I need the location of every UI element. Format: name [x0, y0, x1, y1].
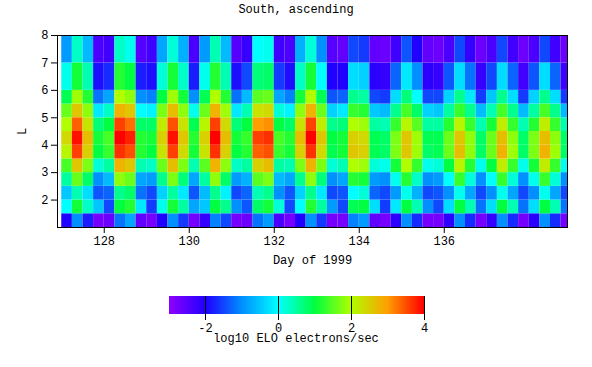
svg-text:134: 134 — [348, 235, 370, 249]
svg-text:5: 5 — [41, 112, 48, 126]
svg-text:132: 132 — [263, 235, 285, 249]
svg-text:128: 128 — [93, 235, 115, 249]
svg-text:7: 7 — [41, 57, 48, 71]
svg-text:2: 2 — [41, 194, 48, 208]
svg-text:3: 3 — [41, 166, 48, 180]
svg-text:0: 0 — [274, 321, 282, 336]
svg-text:8: 8 — [41, 29, 48, 43]
svg-text:2: 2 — [347, 321, 355, 336]
svg-text:136: 136 — [433, 235, 455, 249]
svg-text:L: L — [16, 128, 30, 135]
svg-text:4: 4 — [41, 139, 48, 153]
html-text:log10 ELO electrons/sec: log10 ELO electrons/sec — [213, 332, 379, 346]
svg-text:130: 130 — [178, 235, 200, 249]
svg-text:Day of 1999: Day of 1999 — [273, 254, 352, 268]
html-text:South, ascending: South, ascending — [238, 3, 354, 17]
svg-text:6: 6 — [41, 84, 48, 98]
svg-text:4: 4 — [420, 322, 427, 336]
svg-text:-2: -2 — [198, 322, 212, 336]
